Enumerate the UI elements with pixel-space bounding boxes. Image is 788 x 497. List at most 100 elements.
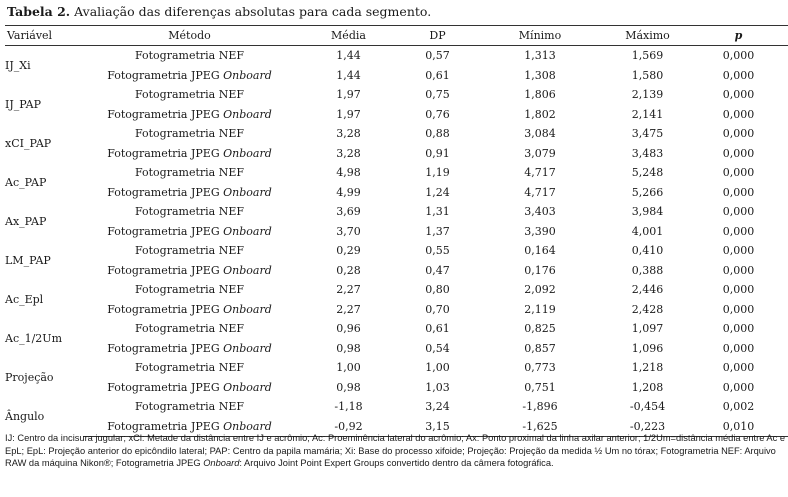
min-cell: 0,825 xyxy=(524,322,556,336)
method-cell: Fotogrametria NEF xyxy=(83,163,296,183)
method-name: JPEG xyxy=(190,146,220,160)
media-cell: 0,98 xyxy=(336,380,361,394)
method-cell: Fotogrametria JPEG Onboard xyxy=(83,183,296,203)
max-cell: -0,223 xyxy=(606,416,689,437)
variable-cell: xCI_PAP xyxy=(5,137,52,150)
variable-cell: IJ_Xi xyxy=(5,59,31,72)
p-cell: 0,000 xyxy=(722,107,755,121)
method-cell: Fotogrametria JPEG Onboard xyxy=(83,222,296,242)
max-cell: -0,454 xyxy=(629,400,666,414)
p-cell: 0,000 xyxy=(722,205,755,219)
method-name: NEF xyxy=(218,205,245,219)
min-cell: 3,390 xyxy=(524,224,556,238)
p-cell: 0,000 xyxy=(722,244,755,258)
table-row: Ac_Epl Fotogrametria NEF 2,27 0,80 2,092 2,44… xyxy=(5,280,788,306)
dp-cell: 1,03 xyxy=(425,380,450,394)
method-cell: Fotogrametria JPEG Onboard xyxy=(83,300,296,320)
method-name: NEF xyxy=(218,244,245,258)
method-cell: Fotogrametria JPEG Onboard xyxy=(83,66,296,86)
method-cell: Fotogrametria NEF xyxy=(83,202,296,222)
method-name: NEF xyxy=(218,49,245,63)
table-row: Fotogrametria JPEG Onboard 3,28 0,91 3,079 3… xyxy=(5,144,788,164)
p-cell: 0,000 xyxy=(722,166,755,180)
method-cell: Fotogrametria NEF xyxy=(83,358,296,378)
variable-cell: IJ_PAP xyxy=(5,98,41,111)
method-onboard: Onboard xyxy=(223,302,272,316)
min-cell: -1,896 xyxy=(522,400,558,414)
method-name: JPEG xyxy=(190,68,220,82)
dp-cell: 1,37 xyxy=(425,224,450,238)
max-cell: 1,218 xyxy=(631,361,664,375)
method-name: NEF xyxy=(218,127,245,141)
dp-cell: 0,80 xyxy=(425,283,450,297)
media-cell: 2,27 xyxy=(336,283,361,297)
dp-cell: 0,70 xyxy=(425,302,450,316)
variable-cell: Ângulo xyxy=(5,410,45,424)
dp-cell: 3,24 xyxy=(425,400,450,414)
min-cell: 0,773 xyxy=(524,361,556,375)
method-prefix: Fotogrametria xyxy=(107,380,188,394)
media-cell: 4,98 xyxy=(336,166,361,180)
method-name: NEF xyxy=(218,361,245,375)
min-cell: 1,802 xyxy=(524,107,556,121)
media-cell: 3,70 xyxy=(336,224,361,238)
table-row: Fotogrametria JPEG Onboard 0,98 1,03 0,751 1… xyxy=(5,378,788,398)
max-cell: 1,580 xyxy=(631,68,664,82)
p-cell: 0,000 xyxy=(722,380,755,394)
method-name: JPEG xyxy=(190,380,220,394)
method-prefix: Fotogrametria xyxy=(107,107,188,121)
min-cell: 1,313 xyxy=(524,49,556,63)
method-onboard: Onboard xyxy=(223,263,272,277)
variable-cell: Ac_1/2Um xyxy=(5,332,63,345)
method-name: NEF xyxy=(218,88,245,102)
table-body: IJ_Xi Fotogrametria NEF 1,44 0,57 1,313 1,569… xyxy=(5,46,788,437)
max-cell: 1,097 xyxy=(631,322,664,336)
method-onboard: Onboard xyxy=(223,185,272,199)
method-prefix: Fotogrametria xyxy=(134,49,216,63)
table-row: Fotogrametria JPEG Onboard 1,97 0,76 1,802 2… xyxy=(5,105,788,125)
method-prefix: Fotogrametria xyxy=(107,68,188,82)
min-cell: 0,857 xyxy=(524,341,556,355)
table-row: xCI_PAP Fotogrametria NEF 3,28 0,88 3,084 3,4… xyxy=(5,124,788,150)
media-cell: 0,28 xyxy=(336,263,361,277)
dp-cell: 1,19 xyxy=(425,166,450,180)
header-dp: DP xyxy=(401,25,474,46)
method-prefix: Fotogrametria xyxy=(134,88,216,102)
method-cell: Fotogrametria JPEG Onboard xyxy=(83,105,296,125)
method-cell: Fotogrametria NEF xyxy=(83,46,296,66)
method-cell: Fotogrametria JPEG Onboard xyxy=(83,261,296,281)
media-cell: 0,29 xyxy=(336,244,361,258)
header-p: p xyxy=(689,25,788,46)
method-onboard: Onboard xyxy=(223,380,272,394)
method-prefix: Fotogrametria xyxy=(107,146,188,160)
p-cell: 0,000 xyxy=(722,127,755,141)
variable-cell: Ax_PAP xyxy=(5,215,47,228)
max-cell: 5,248 xyxy=(631,166,664,180)
method-cell: Fotogrametria JPEG Onboard xyxy=(83,339,296,359)
p-cell: 0,002 xyxy=(722,400,755,414)
method-name: NEF xyxy=(218,322,245,336)
p-cell: 0,000 xyxy=(722,361,755,375)
max-cell: 1,096 xyxy=(631,341,664,355)
method-onboard: Onboard xyxy=(223,224,272,238)
method-prefix: Fotogrametria xyxy=(134,322,216,336)
footnote-part2: : Arquivo Joint Point Expert Groups conv… xyxy=(239,458,554,468)
method-prefix: Fotogrametria xyxy=(107,224,188,238)
min-cell: 0,176 xyxy=(524,263,556,277)
min-cell: 4,717 xyxy=(524,166,556,180)
header-media: Média xyxy=(296,25,401,46)
min-cell: -1,625 xyxy=(474,416,606,437)
method-prefix: Fotogrametria xyxy=(107,419,188,433)
method-name: JPEG xyxy=(190,302,220,316)
min-cell: 2,092 xyxy=(524,283,556,297)
min-cell: 2,119 xyxy=(524,302,556,316)
dp-cell: 0,61 xyxy=(425,68,450,82)
table-row: Fotogrametria JPEG Onboard 0,28 0,47 0,176 0… xyxy=(5,261,788,281)
method-cell: Fotogrametria JPEG Onboard xyxy=(83,378,296,398)
media-cell: 1,97 xyxy=(336,107,361,121)
dp-cell: 0,76 xyxy=(425,107,450,121)
method-prefix: Fotogrametria xyxy=(134,127,216,141)
caption-label: Tabela 2. xyxy=(7,4,71,19)
method-prefix: Fotogrametria xyxy=(134,361,216,375)
p-cell: 0,000 xyxy=(722,283,755,297)
